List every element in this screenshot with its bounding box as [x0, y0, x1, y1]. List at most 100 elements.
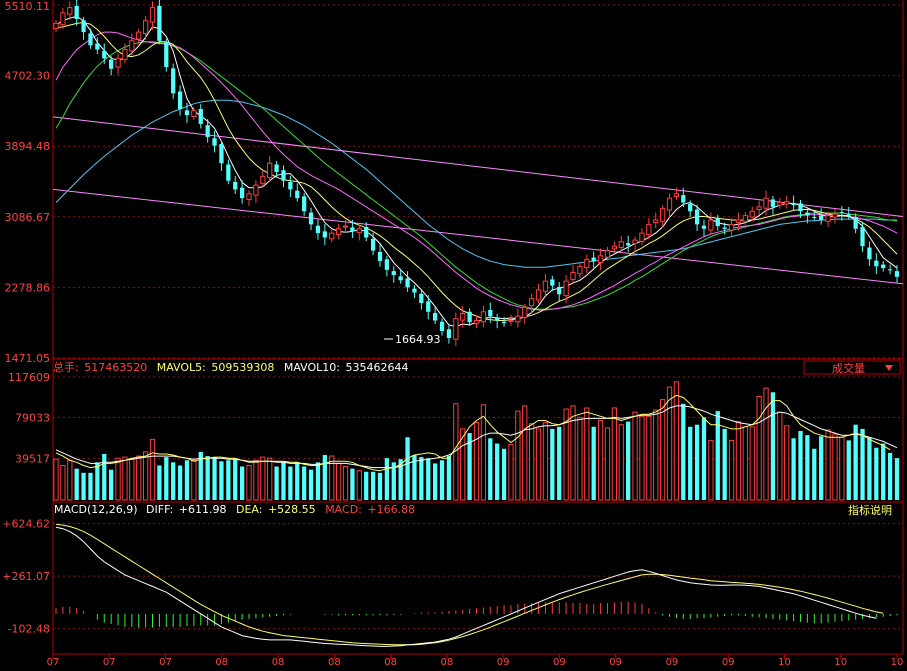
volume-bar-down — [370, 471, 376, 500]
x-tick-label: 08 — [215, 657, 228, 667]
candle-up — [480, 311, 487, 323]
volume-bar-down — [308, 469, 314, 500]
ma30-line — [55, 41, 898, 310]
volume-bar-up — [142, 451, 149, 501]
volume-bar-down — [846, 440, 851, 500]
volume-bar-down — [446, 456, 452, 500]
volume-y-tick: 39517 — [15, 453, 50, 466]
candle-down — [591, 257, 596, 262]
candle-up — [149, 7, 156, 23]
candle-up — [515, 315, 521, 323]
triangle-down-icon[interactable] — [885, 365, 893, 371]
candle-down — [184, 110, 190, 116]
candle-down — [226, 164, 231, 181]
volume-bar-down — [791, 438, 796, 500]
candle-up — [735, 219, 742, 224]
y-axis-ticks: 5510.11 4702.30 3894.48 3086.67 2278.86 1471.… — [2, 0, 50, 636]
candle-up — [191, 110, 197, 117]
candle-down — [219, 143, 224, 164]
volume-selector-label[interactable]: 成交量 — [832, 361, 865, 375]
candle-down — [377, 251, 383, 262]
candle-up — [728, 223, 735, 231]
volume-bar-down — [770, 392, 776, 500]
candle-down — [370, 238, 376, 251]
candle-down — [164, 42, 169, 68]
volume-bar-up — [777, 411, 783, 501]
mavol10-label: MAVOL10: — [284, 361, 340, 374]
volume-bar-down — [364, 471, 369, 500]
macd-y-tick: -102.48 — [8, 623, 50, 636]
candle-down — [171, 68, 176, 94]
candle-up — [777, 202, 783, 206]
candle-up — [708, 219, 714, 231]
candle-down — [391, 271, 396, 276]
candle-down — [398, 276, 403, 281]
candle-down — [887, 269, 893, 271]
candle-down — [364, 226, 369, 238]
price-y-tick: 5510.11 — [5, 0, 51, 13]
x-tick-label: 09 — [609, 657, 622, 667]
price-y-tick: 3086.67 — [5, 211, 51, 224]
volume-bar-up — [577, 416, 583, 501]
volume-selector[interactable]: 成交量 — [803, 360, 901, 375]
volume-bar-down — [501, 448, 507, 500]
candle-up — [756, 206, 762, 211]
candle-down — [81, 20, 86, 33]
volume-bar-up — [632, 411, 638, 501]
candle-down — [350, 227, 355, 232]
volume-bar-up — [267, 457, 273, 501]
volume-bar-down — [302, 466, 307, 500]
candle-up — [460, 313, 466, 321]
volume-bar-down — [322, 455, 327, 500]
volume-bar-up — [618, 424, 624, 501]
dea-value: +528.55 — [268, 503, 316, 516]
candle-down — [302, 196, 307, 212]
volume-bar-down — [171, 462, 176, 500]
x-tick-label: 09 — [553, 657, 566, 667]
candle-up — [329, 232, 335, 240]
candle-down — [701, 225, 707, 229]
candle-down — [812, 216, 817, 218]
candle-up — [666, 197, 673, 211]
candle-down — [550, 279, 555, 286]
candle-down — [109, 59, 114, 69]
volume-bar-up — [473, 422, 480, 501]
indicator-help-button[interactable]: 指标说明 — [848, 503, 892, 517]
volume-bar-down — [157, 465, 162, 500]
candle-down — [688, 203, 693, 212]
volume-selector-box[interactable] — [803, 360, 901, 375]
volume-bar-down — [701, 417, 707, 500]
candle-down — [88, 33, 93, 46]
candle-up — [584, 258, 590, 269]
volume-bar-up — [604, 427, 611, 501]
volume-bar-down — [274, 466, 279, 500]
candle-up — [825, 215, 831, 222]
x-tick-label: 10 — [891, 657, 904, 667]
x-tick-label: 10 — [834, 657, 847, 667]
volume-bar-up — [515, 410, 521, 501]
candle-up — [611, 245, 618, 250]
x-tick-label: 08 — [328, 657, 341, 667]
volume-bar-up — [749, 426, 755, 501]
volume-bar-down — [109, 469, 114, 500]
volume-bar-down — [626, 421, 631, 500]
diff-value: +611.98 — [179, 503, 227, 516]
candle-up — [342, 225, 349, 228]
candle-up — [763, 197, 769, 209]
macd-y-tick: +624.62 — [2, 518, 50, 531]
volume-bar-down — [557, 426, 562, 500]
candle-down — [322, 231, 327, 238]
volume-bar-up — [584, 407, 590, 501]
volume-bar-up — [784, 425, 790, 501]
candle-up — [563, 280, 569, 297]
x-axis-ticks: 07 07 07 08 08 08 08 08 09 09 09 09 09 10 10 10 — [47, 654, 904, 668]
volume-bar-down — [495, 443, 500, 500]
candle-down — [295, 190, 300, 199]
volume-bar-down — [874, 447, 879, 500]
volume-bar-down — [591, 426, 596, 500]
volume-bar-down — [467, 433, 472, 500]
candle-down — [791, 202, 796, 206]
candle-up — [618, 241, 624, 249]
